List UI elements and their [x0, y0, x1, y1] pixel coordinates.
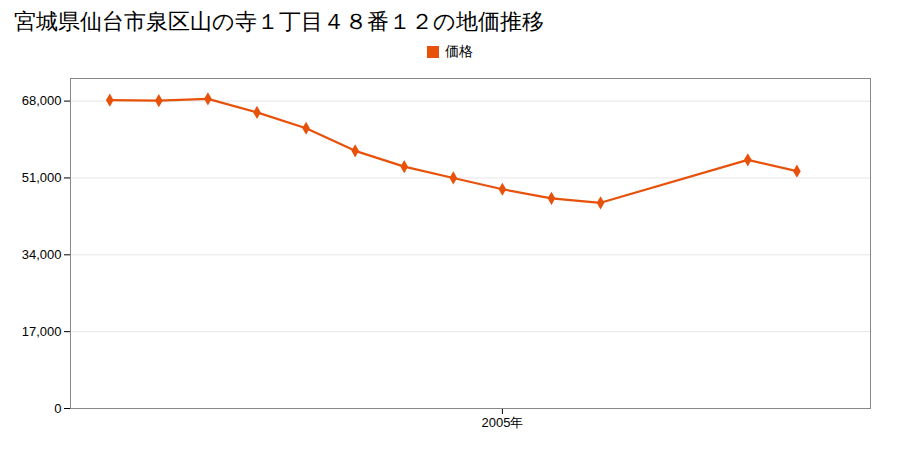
html-text:宮城県仙台市泉区山の寺１丁目４８番１２の地価推移: 宮城県仙台市泉区山の寺１丁目４８番１２の地価推移 [14, 9, 544, 34]
svg-text:34,000: 34,000 [22, 247, 62, 262]
html-text:価格: 価格 [445, 43, 473, 59]
svg-text:2005年: 2005年 [481, 415, 523, 430]
svg-text:51,000: 51,000 [22, 170, 62, 185]
svg-text:68,000: 68,000 [22, 93, 62, 108]
svg-text:0: 0 [54, 401, 61, 416]
svg-text:17,000: 17,000 [22, 324, 62, 339]
